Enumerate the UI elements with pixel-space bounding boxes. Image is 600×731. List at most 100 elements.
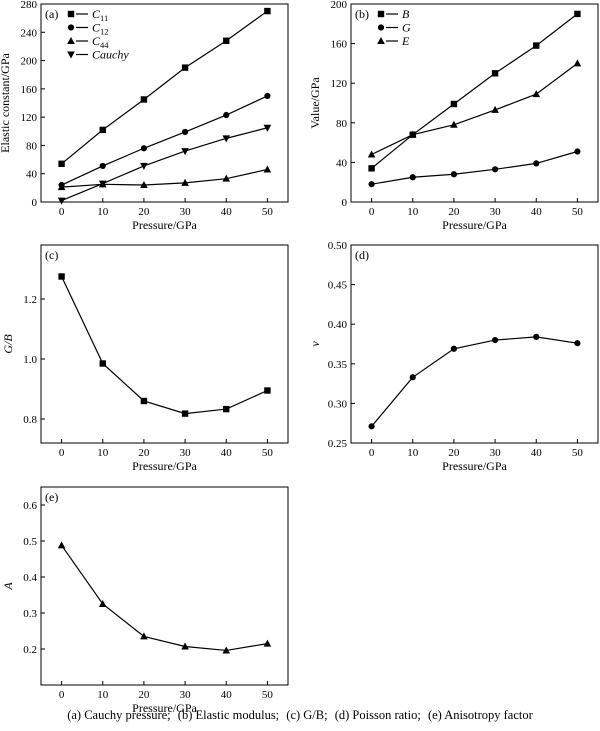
y-tick-label: 0.35 [328,359,348,371]
y-tick-label: 0.40 [328,319,348,331]
series-line-3 [371,62,578,156]
x-tick-label: 40 [531,206,543,218]
data-point [491,166,499,173]
series-line-2 [371,150,578,185]
y-tick-label: 0.4 [23,572,37,584]
y-axis-label: Value/GPa [308,77,322,129]
x-tick-label: 0 [369,447,375,459]
data-point [368,165,375,172]
data-point [263,124,272,132]
data-point [98,600,107,607]
data-point [58,273,65,280]
y-tick-label: 0.45 [328,280,348,292]
data-point [223,37,230,44]
x-tick-label: 0 [59,206,65,218]
x-tick-label: 40 [221,206,233,218]
y-tick-label: 0.2 [23,644,37,656]
x-tick-label: 50 [262,689,274,701]
data-point [264,7,271,15]
y-tick-label: 0.3 [23,608,37,620]
y-tick-label: 120 [331,78,348,90]
series-line-1 [371,13,578,169]
y-tick-label: 0 [32,197,38,209]
legend-marker [67,10,75,18]
data-point [57,183,66,191]
legend-label: Cauchy [92,48,129,62]
x-tick-label: 20 [138,447,150,459]
legend-marker [377,24,385,31]
x-tick-label: 10 [97,689,109,701]
legend-marker [377,37,385,44]
series-line-3 [61,168,268,188]
x-tick-label: 50 [262,206,274,218]
y-tick-label: 160 [331,39,348,51]
data-point [450,345,458,352]
data-point [263,165,272,173]
panel-label: (d) [355,248,369,262]
legend-label: G [402,21,411,35]
y-tick-label: 280 [21,0,38,11]
panel-label: (e) [45,490,58,504]
panel-label: (a) [45,7,58,21]
data-point [181,410,189,417]
series-line-2 [61,95,268,186]
chart-panel-d: 0 10 20 30 40 50 0.25 0.30 0.35 0.40 0.45 0.50 Press… [308,240,599,473]
x-tick-label: 20 [138,689,150,701]
x-axis-label: Pressure/GPa [132,218,197,232]
x-tick-label: 10 [97,447,109,459]
data-point [574,148,581,155]
data-point [574,10,581,18]
data-point [181,148,189,156]
data-point [57,197,66,205]
panel-label: (c) [45,248,58,262]
y-tick-label: 1.0 [23,354,37,366]
data-point [408,130,417,138]
y-tick-label: 0.5 [23,536,37,548]
x-tick-label: 20 [448,447,460,459]
plot-frame [40,244,289,444]
data-point [409,374,416,381]
x-tick-label: 30 [490,206,502,218]
series-line-1 [61,276,268,415]
y-tick-label: 0.25 [328,438,348,450]
x-axis-label: Pressure/GPa [132,701,197,715]
chart-panel-c: 0 10 20 30 40 50 0.8 1.0 1.2 Pressure/GPa G/B (c) [1,244,289,473]
data-point [181,642,189,650]
data-point [264,92,271,100]
x-tick-label: 30 [180,206,192,218]
y-tick-label: 80 [336,118,348,130]
x-tick-label: 50 [572,206,584,218]
y-tick-label: 40 [26,169,38,181]
x-tick-label: 10 [407,206,419,218]
x-tick-label: 40 [221,447,233,459]
x-tick-label: 30 [180,689,192,701]
data-point [368,181,375,188]
x-tick-label: 10 [97,206,109,218]
y-tick-label: 160 [21,84,38,96]
chart-panel-e: 0 10 20 30 40 50 0.2 0.3 0.4 0.5 0.6 Pressure/GPa A (… [1,486,289,715]
data-point [264,387,271,394]
legend-marker [67,37,75,44]
y-tick-label: 0.8 [23,414,37,426]
x-axis-label: Pressure/GPa [442,459,507,473]
x-tick-label: 40 [531,447,543,459]
data-point [181,178,189,186]
data-point [450,171,458,178]
data-point [533,160,540,167]
plot-frame [40,486,289,686]
data-point [99,360,106,367]
legend-label: C11 [92,7,108,23]
data-point [140,162,148,170]
y-tick-label: 0.50 [328,240,348,252]
data-point [223,405,230,413]
y-tick-label: 200 [331,0,348,11]
legend-marker [377,10,385,18]
chart-panel-a: 0 10 20 30 40 50 0 40 80 120 160 200 240 280 Pressure/… [0,0,289,232]
plot-frame [350,3,599,203]
y-axis-label: A [1,582,15,591]
data-point [222,174,231,182]
x-tick-label: 0 [59,689,65,701]
x-tick-label: 20 [138,206,150,218]
series-line-1 [61,10,268,165]
y-tick-label: 120 [21,112,38,124]
